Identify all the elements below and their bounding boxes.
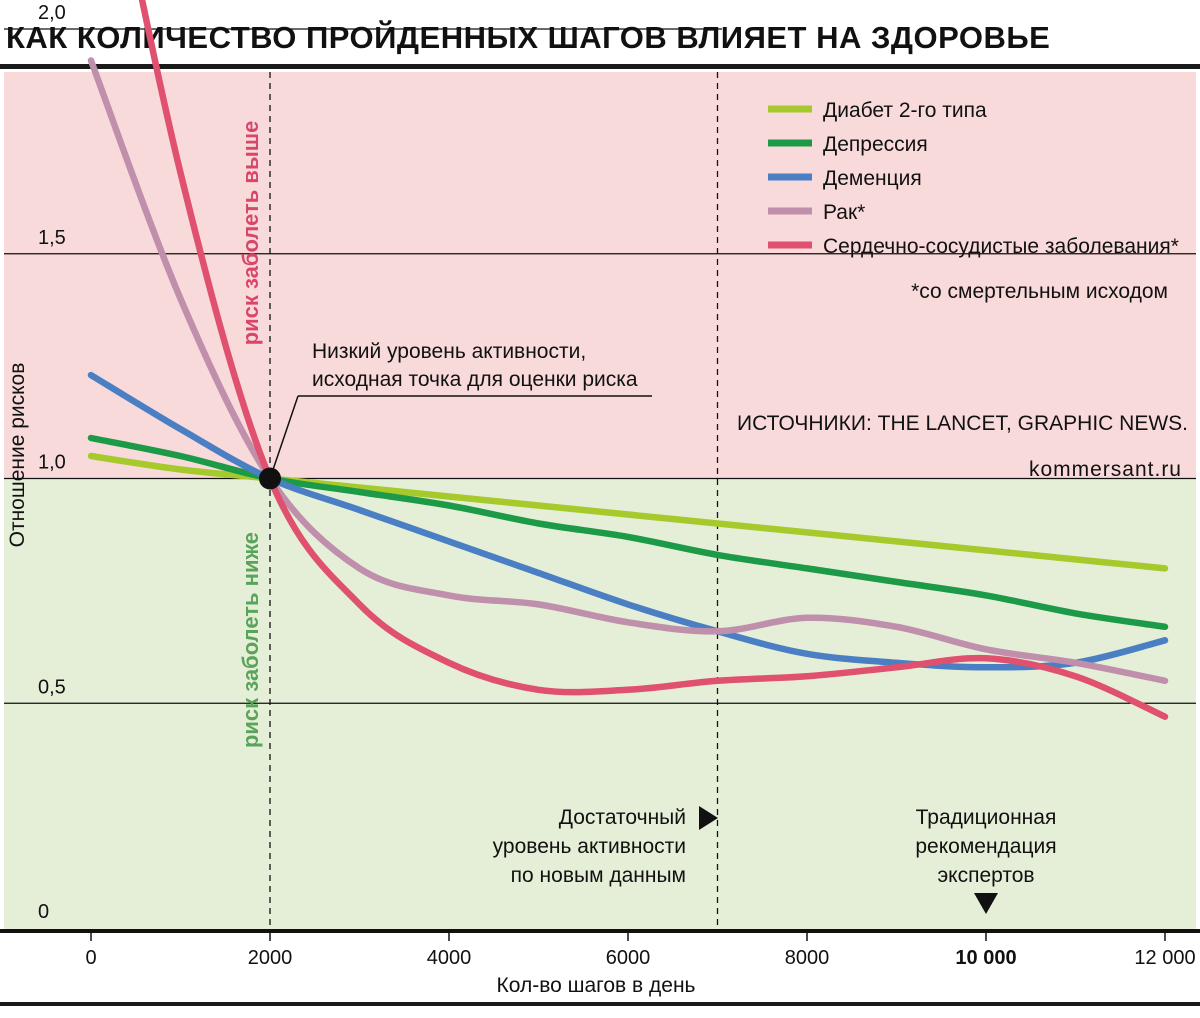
legend-label: Деменция (823, 167, 922, 190)
y-tick-label: 1,0 (38, 452, 66, 474)
zone-above-bg (4, 72, 1196, 479)
legend-label: Сердечно-сосудистые заболевания* (823, 235, 1179, 258)
source-text: ИСТОЧНИКИ: THE LANCET, GRAPHIC NEWS. (737, 412, 1188, 435)
reference-annotation-text: по новым данным (511, 864, 686, 887)
x-tick-label: 8000 (785, 947, 830, 969)
y-tick-label: 1,5 (38, 227, 66, 249)
title-rule (0, 64, 1200, 69)
watermark-text: kommersant.ru (1029, 458, 1182, 481)
series-line (87, 57, 1169, 685)
series-line (138, 0, 1169, 720)
y-tick-label: 2,0 (38, 2, 66, 24)
callout-leader-diagonal (269, 395, 299, 479)
x-tick-label: 0 (85, 947, 96, 969)
x-axis-title: Кол-во шагов в день (497, 974, 696, 997)
right-arrow-marker (699, 806, 718, 830)
baseline-callout-text: исходная точка для оценки риска (312, 368, 638, 391)
legend-note: *со смертельным исходом (911, 280, 1168, 303)
legend-label: Депрессия (823, 133, 928, 156)
legend-label: Рак* (823, 201, 865, 224)
x-tick-label: 4000 (427, 947, 472, 969)
x-tick-label: 2000 (248, 947, 293, 969)
reference-annotation-text: уровень активности (493, 835, 686, 858)
x-tick-label: 12 000 (1134, 947, 1195, 969)
expert-annotation-text: Традиционная (916, 806, 1057, 829)
chart-title: КАК КОЛИЧЕСТВО ПРОЙДЕННЫХ ШАГОВ ВЛИЯЕТ Н… (6, 20, 1051, 55)
zone-below-label: риск заболеть ниже (238, 532, 263, 748)
bottom-rule (0, 1002, 1200, 1006)
y-tick-label: 0 (38, 901, 49, 923)
y-tick-label: 0,5 (38, 676, 66, 698)
reference-annotation-text: Достаточный (559, 806, 686, 829)
expert-annotation-text: рекомендация (915, 835, 1056, 858)
x-tick-label: 6000 (606, 947, 651, 969)
y-axis-title: Отношение рисков (6, 363, 29, 548)
expert-annotation-text: экспертов (937, 864, 1034, 887)
baseline-point (259, 467, 281, 490)
zone-below-bg (4, 478, 1196, 930)
zone-above-label: риск заболеть выше (238, 121, 263, 346)
legend-label: Диабет 2-го типа (823, 99, 987, 122)
baseline-callout-text: Низкий уровень активности, (312, 340, 586, 363)
x-tick-label: 10 000 (955, 947, 1016, 969)
down-arrow-marker (974, 893, 998, 914)
